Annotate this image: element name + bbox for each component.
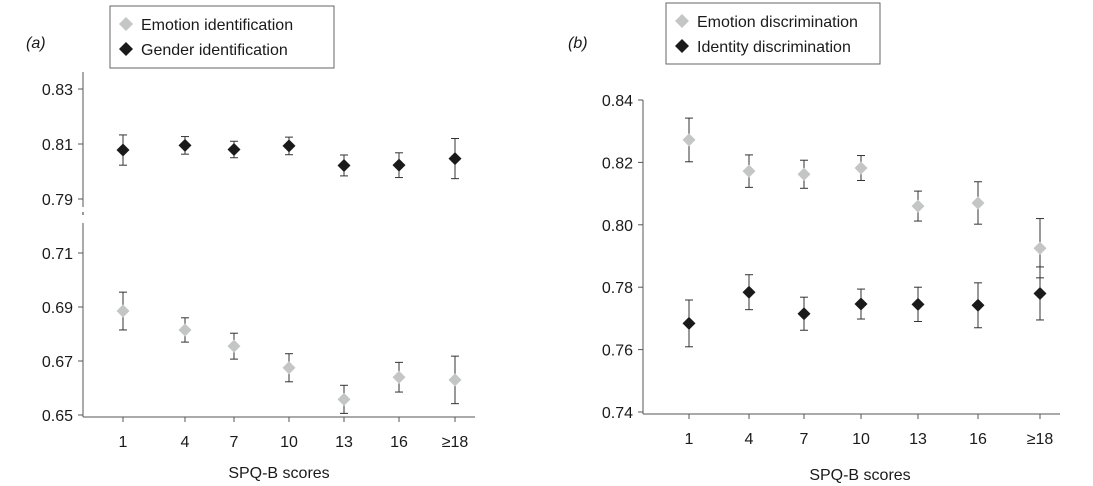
y-tick-label: 0.65 xyxy=(42,408,73,425)
data-point xyxy=(682,133,696,147)
legend-marker xyxy=(119,17,133,31)
y-tick-label: 0.83 xyxy=(42,82,73,99)
legend-label: Emotion discrimination xyxy=(697,14,858,31)
data-point xyxy=(178,138,192,152)
data-point xyxy=(742,285,756,299)
x-tick-label: 10 xyxy=(852,431,870,448)
y-tick-label: 0.74 xyxy=(602,405,633,422)
data-point xyxy=(797,307,811,321)
data-point xyxy=(854,161,868,175)
x-tick-label: 4 xyxy=(745,431,754,448)
y-tick-label: 0.76 xyxy=(602,343,633,360)
x-tick-label: 7 xyxy=(800,431,809,448)
data-point xyxy=(854,297,868,311)
data-point xyxy=(682,316,696,330)
data-point xyxy=(116,304,130,318)
panel-label: (b) xyxy=(568,35,588,52)
data-point xyxy=(116,143,130,157)
x-tick-label: 1 xyxy=(119,434,128,451)
series-grey xyxy=(116,291,462,414)
panel-label: (a) xyxy=(26,35,46,52)
legend-label: Gender identification xyxy=(141,42,288,59)
chart-panel-a: (a) 0.71 0.69 0.67 0.65 0.83 0.81 0.79 1 4 7 10 13 16… xyxy=(26,5,475,482)
x-tick-label: ≥18 xyxy=(1027,431,1054,448)
x-tick-label: 13 xyxy=(335,434,353,451)
legend-box xyxy=(109,5,335,69)
series-black xyxy=(682,266,1047,348)
series-grey xyxy=(682,117,1047,279)
y-tick-label: 0.84 xyxy=(602,93,633,110)
y-tick-label: 0.80 xyxy=(602,218,633,235)
legend: Emotion identification Gender identificat… xyxy=(109,5,335,69)
legend: Emotion discrimination Identity discrimin… xyxy=(665,2,881,65)
x-tick-label: 1 xyxy=(685,431,694,448)
x-tick-label: ≥18 xyxy=(442,434,469,451)
series-black xyxy=(116,134,462,180)
x-tick-label: 10 xyxy=(280,434,298,451)
data-point xyxy=(392,158,406,172)
data-point xyxy=(392,370,406,384)
x-axis-label: SPQ-B scores xyxy=(228,465,329,482)
data-point xyxy=(911,297,925,311)
data-point xyxy=(971,196,985,210)
data-point xyxy=(797,167,811,181)
data-point xyxy=(282,361,296,375)
x-tick-label: 13 xyxy=(909,431,927,448)
data-point xyxy=(337,158,351,172)
data-point xyxy=(227,143,241,156)
y-tick-label: 0.79 xyxy=(42,192,73,209)
data-point xyxy=(742,164,756,178)
chart-panel-b: (b) 0.84 0.82 0.80 0.78 0.76 0.74 1 4 7 10 13 16 ≥18 S… xyxy=(568,2,1060,484)
data-point xyxy=(911,199,925,213)
y-tick-label: 0.78 xyxy=(602,280,633,297)
x-tick-label: 7 xyxy=(230,434,239,451)
data-point xyxy=(337,392,351,406)
y-tick-label: 0.81 xyxy=(42,137,73,154)
legend-marker xyxy=(119,42,133,56)
data-point xyxy=(178,323,192,337)
y-tick-label: 0.82 xyxy=(602,155,633,172)
data-point xyxy=(448,373,462,387)
data-point xyxy=(282,139,296,153)
data-point xyxy=(1033,241,1047,255)
y-tick-label: 0.67 xyxy=(42,354,73,371)
y-tick-label: 0.69 xyxy=(42,300,73,317)
data-point xyxy=(227,339,241,353)
data-point xyxy=(1033,286,1047,300)
x-tick-label: 16 xyxy=(390,434,408,451)
legend-box xyxy=(665,2,881,65)
legend-label: Identity discrimination xyxy=(697,39,851,56)
y-tick-label: 0.71 xyxy=(42,246,73,263)
legend-label: Emotion identification xyxy=(141,17,293,34)
data-point xyxy=(971,298,985,312)
legend-marker xyxy=(675,14,689,28)
legend-marker xyxy=(675,39,689,53)
x-tick-label: 4 xyxy=(181,434,190,451)
data-point xyxy=(448,152,462,166)
x-axis-label: SPQ-B scores xyxy=(809,467,910,484)
x-tick-label: 16 xyxy=(969,431,987,448)
